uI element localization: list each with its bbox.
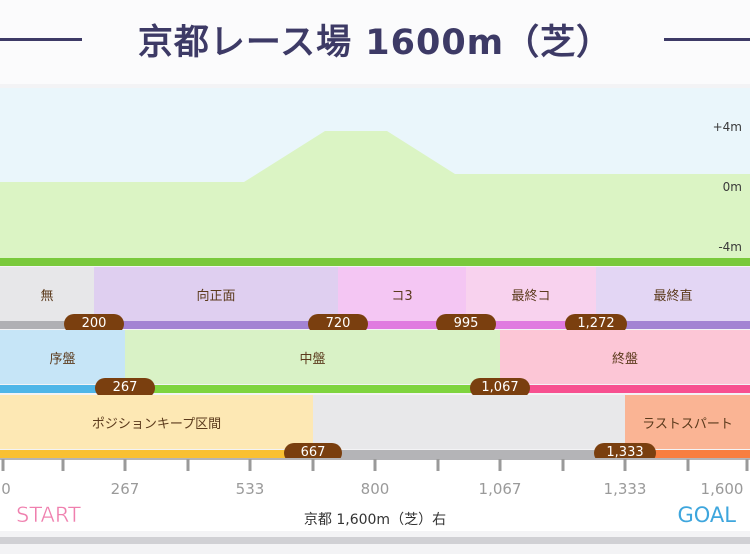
- section-band-final-straight: 最終直: [596, 267, 750, 321]
- ruler-tick: [623, 459, 627, 471]
- ruler-tick: [686, 459, 690, 471]
- section-band-corner3: コ3: [338, 267, 466, 321]
- elevation-label-minus4: -4m: [718, 240, 742, 254]
- section-marker: 995: [436, 314, 496, 334]
- section-bar-none: [0, 321, 94, 329]
- footer-divider: [0, 537, 750, 544]
- title-left-rule: [0, 38, 82, 41]
- spurt-bar-last-spurt: [625, 450, 750, 458]
- course-label: 京都 1,600m（芝）右: [303, 512, 447, 528]
- ruler-tick: [1, 459, 5, 471]
- phase-bar-middle: [125, 385, 500, 393]
- phase-marker: 267: [95, 378, 155, 398]
- section-bar-final-straight: [596, 321, 750, 329]
- ruler-tick: [311, 459, 315, 471]
- ruler-tick: [498, 459, 502, 471]
- ruler-label: 1,600: [700, 480, 744, 498]
- elevation-label-0: 0m: [722, 180, 742, 194]
- section-marker: 1,272: [565, 314, 627, 334]
- phase-band-middle: 中盤: [125, 330, 500, 384]
- ruler-tick: [436, 459, 440, 471]
- header: [0, 0, 750, 84]
- phase-band-late: 終盤: [500, 330, 750, 384]
- elevation-ground: [0, 131, 750, 266]
- start-label: START: [16, 503, 81, 528]
- spurt-band-neutral: [313, 395, 625, 449]
- ruler-label: 533: [235, 480, 265, 498]
- spurt-bar-position-keep: [0, 450, 313, 458]
- elevation-chart: [0, 88, 750, 266]
- elevation-label-plus4: +4m: [712, 120, 742, 134]
- section-marker: 720: [308, 314, 368, 334]
- spurt-bar-neutral: [313, 450, 625, 458]
- ruler-tick: [186, 459, 190, 471]
- spurt-band-position-keep: ポジションキープ区間: [0, 395, 313, 449]
- ruler-label: 0: [1, 480, 11, 498]
- ruler-tick: [373, 459, 377, 471]
- phase-band-early: 序盤: [0, 330, 125, 384]
- title-right-rule: [664, 38, 750, 41]
- ruler-label: 1,067: [478, 480, 522, 498]
- section-bar-backstretch: [94, 321, 338, 329]
- ruler-label: 267: [110, 480, 140, 498]
- ruler-tick: [61, 459, 65, 471]
- goal-label: GOAL: [677, 503, 737, 527]
- ruler-tick: [248, 459, 252, 471]
- section-marker: 200: [64, 314, 124, 334]
- ruler-label: 800: [360, 480, 390, 498]
- section-band-final-corner: 最終コ: [466, 267, 596, 321]
- phase-bar-early: [0, 385, 125, 393]
- spurt-band-last-spurt: ラストスパート: [625, 395, 750, 449]
- elevation-baseline: [0, 258, 750, 266]
- section-band-backstretch: 向正面: [94, 267, 338, 321]
- ruler-tick: [123, 459, 127, 471]
- phase-marker: 1,067: [470, 378, 530, 398]
- ruler-tick: [561, 459, 565, 471]
- ruler-label: 1,333: [603, 480, 647, 498]
- page-title: 京都レース場 1600m（芝）: [137, 23, 613, 63]
- ruler-tick: [745, 459, 749, 471]
- section-band-none: 無: [0, 267, 94, 321]
- phase-bar-late: [500, 385, 750, 393]
